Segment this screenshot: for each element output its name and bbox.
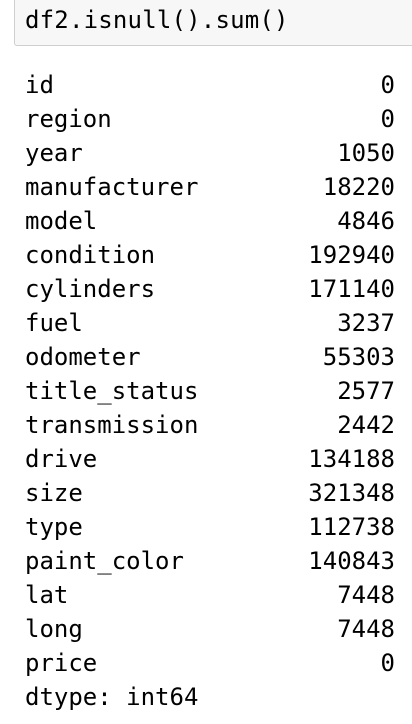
row-value: 7448 — [337, 581, 395, 609]
row-value: 134188 — [308, 445, 395, 473]
row-value: 171140 — [308, 275, 395, 303]
output-row: cylinders 171140 — [25, 272, 395, 306]
row-value: 192940 — [308, 241, 395, 269]
row-key: paint_color — [25, 547, 184, 575]
output-row: odometer 55303 — [25, 340, 395, 374]
code-text[interactable]: df2.isnull().sum() — [25, 6, 289, 34]
row-value: 321348 — [308, 479, 395, 507]
row-key: odometer — [25, 343, 141, 371]
output-row: drive 134188 — [25, 442, 395, 476]
output-row: id 0 — [25, 68, 395, 102]
row-key: year — [25, 139, 83, 167]
row-value: 0 — [380, 105, 395, 133]
row-value: 112738 — [308, 513, 395, 541]
row-value: 55303 — [322, 343, 395, 371]
row-key: lat — [25, 581, 69, 609]
output-row: fuel 3237 — [25, 306, 395, 340]
output-row: model 4846 — [25, 204, 395, 238]
output-row: type 112738 — [25, 510, 395, 544]
row-key: title_status — [25, 377, 199, 405]
row-value: 140843 — [308, 547, 395, 575]
row-value: 4846 — [337, 207, 395, 235]
row-key: drive — [25, 445, 98, 473]
output-row: price 0 — [25, 646, 395, 680]
output-row: year 1050 — [25, 136, 395, 170]
code-cell-input[interactable]: df2.isnull().sum() — [14, 0, 412, 46]
row-key: transmission — [25, 411, 199, 439]
row-key: region — [25, 105, 112, 133]
output-row: size 321348 — [25, 476, 395, 510]
row-value: 2442 — [337, 411, 395, 439]
output-row: paint_color 140843 — [25, 544, 395, 578]
row-key: model — [25, 207, 98, 235]
dtype-label: dtype: int64 — [25, 683, 199, 711]
row-key: price — [25, 649, 98, 677]
row-key: long — [25, 615, 83, 643]
row-key: size — [25, 479, 83, 507]
row-key: fuel — [25, 309, 83, 337]
output-row: title_status 2577 — [25, 374, 395, 408]
row-value: 3237 — [337, 309, 395, 337]
output-row: long 7448 — [25, 612, 395, 646]
output-row: manufacturer 18220 — [25, 170, 395, 204]
row-value: 0 — [380, 649, 395, 677]
row-key: cylinders — [25, 275, 156, 303]
output-row: transmission 2442 — [25, 408, 395, 442]
output-row: lat 7448 — [25, 578, 395, 612]
row-value: 7448 — [337, 615, 395, 643]
row-key: condition — [25, 241, 156, 269]
row-key: manufacturer — [25, 173, 199, 201]
row-value: 18220 — [322, 173, 395, 201]
row-value: 2577 — [337, 377, 395, 405]
row-value: 1050 — [337, 139, 395, 167]
cell-output: id 0 region 0 year 1050 manufacturer 182… — [25, 68, 395, 714]
row-value: 0 — [380, 71, 395, 99]
row-key: id — [25, 71, 54, 99]
output-row: condition 192940 — [25, 238, 395, 272]
row-key: type — [25, 513, 83, 541]
output-row: region 0 — [25, 102, 395, 136]
